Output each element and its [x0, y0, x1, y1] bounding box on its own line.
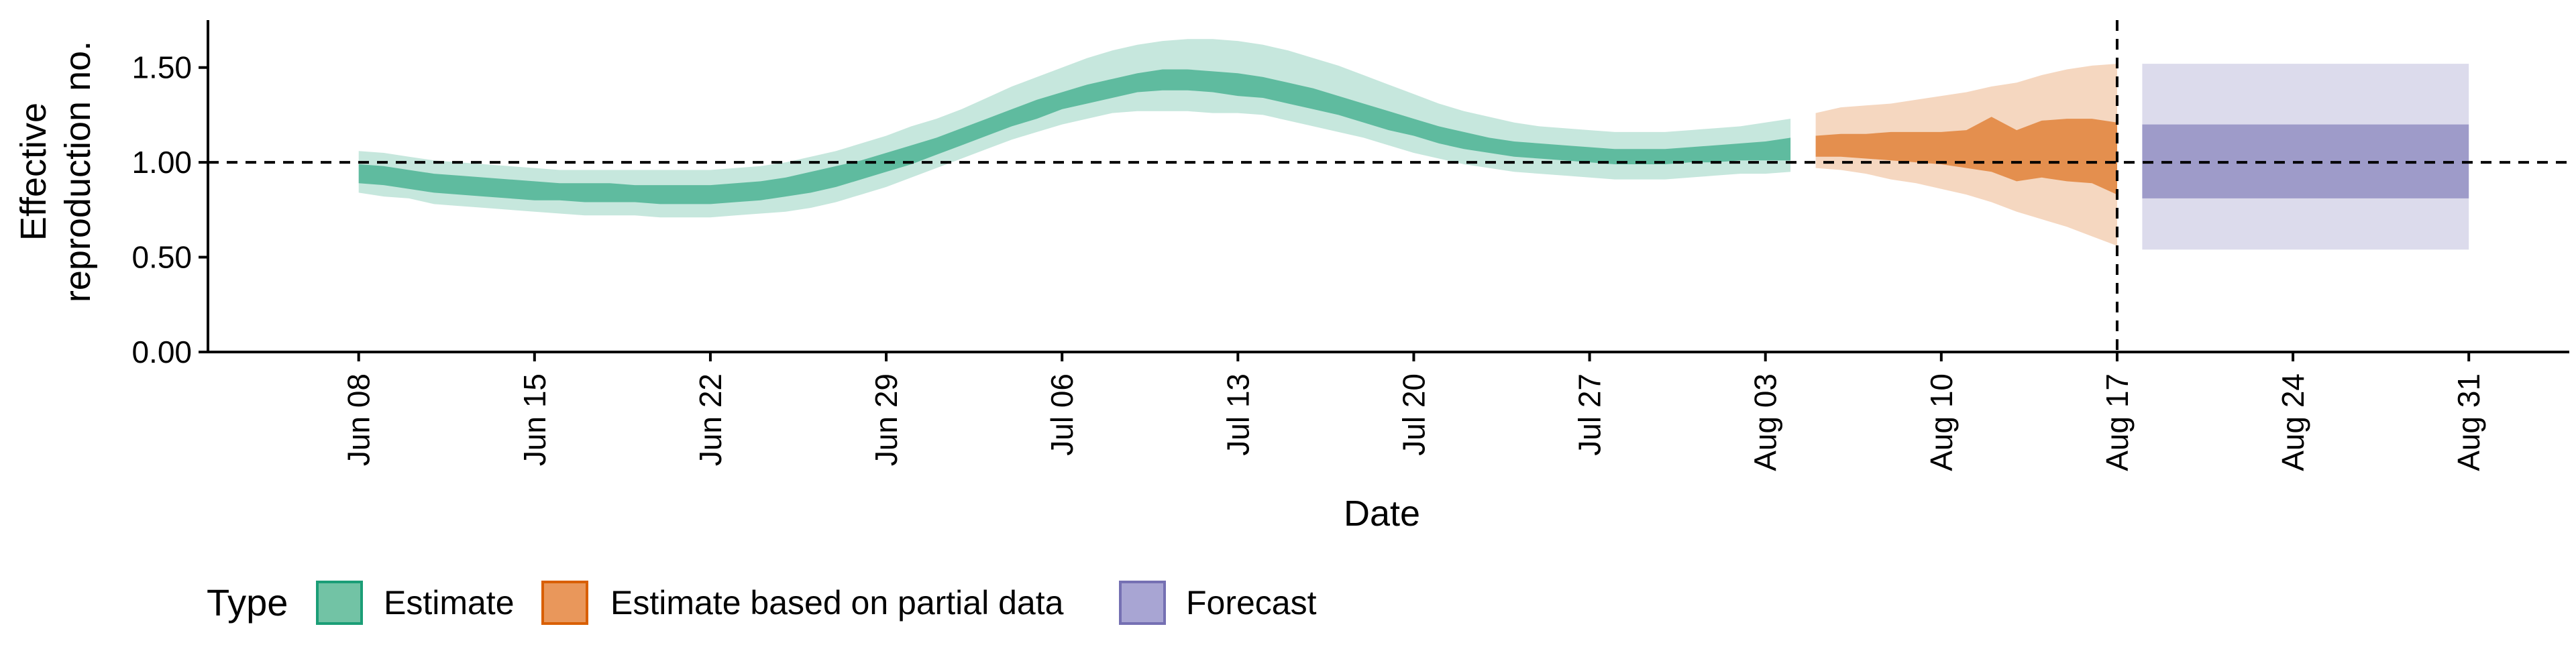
plot-area: 0.00 0.50 1.00 1.50 Jun 08 Jun 15 Jun 22 Jun 29… — [131, 20, 2569, 471]
legend-swatch-estimate — [316, 581, 363, 625]
legend-swatch-forecast — [1119, 581, 1166, 625]
y-tick-label: 1.50 — [131, 50, 192, 85]
y-tick-label: 1.00 — [131, 145, 192, 180]
x-tick-label: Jul 13 — [1220, 373, 1255, 456]
legend-title: Type — [207, 581, 288, 624]
x-tick-label: Aug 31 — [2451, 373, 2486, 471]
y-tick-label: 0.50 — [131, 240, 192, 275]
legend: Type Estimate Estimate based on partial … — [207, 581, 1317, 625]
x-tick-label: Jun 15 — [517, 373, 552, 466]
y-axis-title-line1: Effective — [13, 103, 54, 241]
x-tick-label: Jul 27 — [1572, 373, 1607, 456]
estimate-inner-band — [358, 69, 1791, 204]
legend-label-partial: Estimate based on partial data — [610, 584, 1064, 622]
x-tick-label: Aug 24 — [2275, 373, 2310, 471]
x-tick-label: Aug 10 — [1924, 373, 1959, 471]
x-tick-label: Jun 29 — [869, 373, 904, 466]
x-axis-title: Date — [1344, 493, 1420, 534]
x-tick-label: Jul 20 — [1396, 373, 1431, 456]
x-tick-label: Jun 22 — [693, 373, 728, 466]
x-tick-label: Aug 03 — [1748, 373, 1783, 471]
legend-label-estimate: Estimate — [384, 584, 515, 622]
forecast-inner-band — [2142, 124, 2469, 198]
legend-swatch-partial — [541, 581, 588, 625]
estimate-based-on-partial-data-inner-band — [1815, 117, 2117, 195]
x-tick-label: Jun 08 — [341, 373, 376, 466]
x-tick-label: Jul 06 — [1044, 373, 1079, 456]
x-tick-label: Aug 17 — [2100, 373, 2135, 471]
y-tick-label: 0.00 — [131, 335, 192, 369]
legend-label-forecast: Forecast — [1186, 584, 1317, 622]
y-axis-title-line2: reproduction no. — [58, 41, 98, 302]
estimate-outer-band — [358, 39, 1791, 218]
